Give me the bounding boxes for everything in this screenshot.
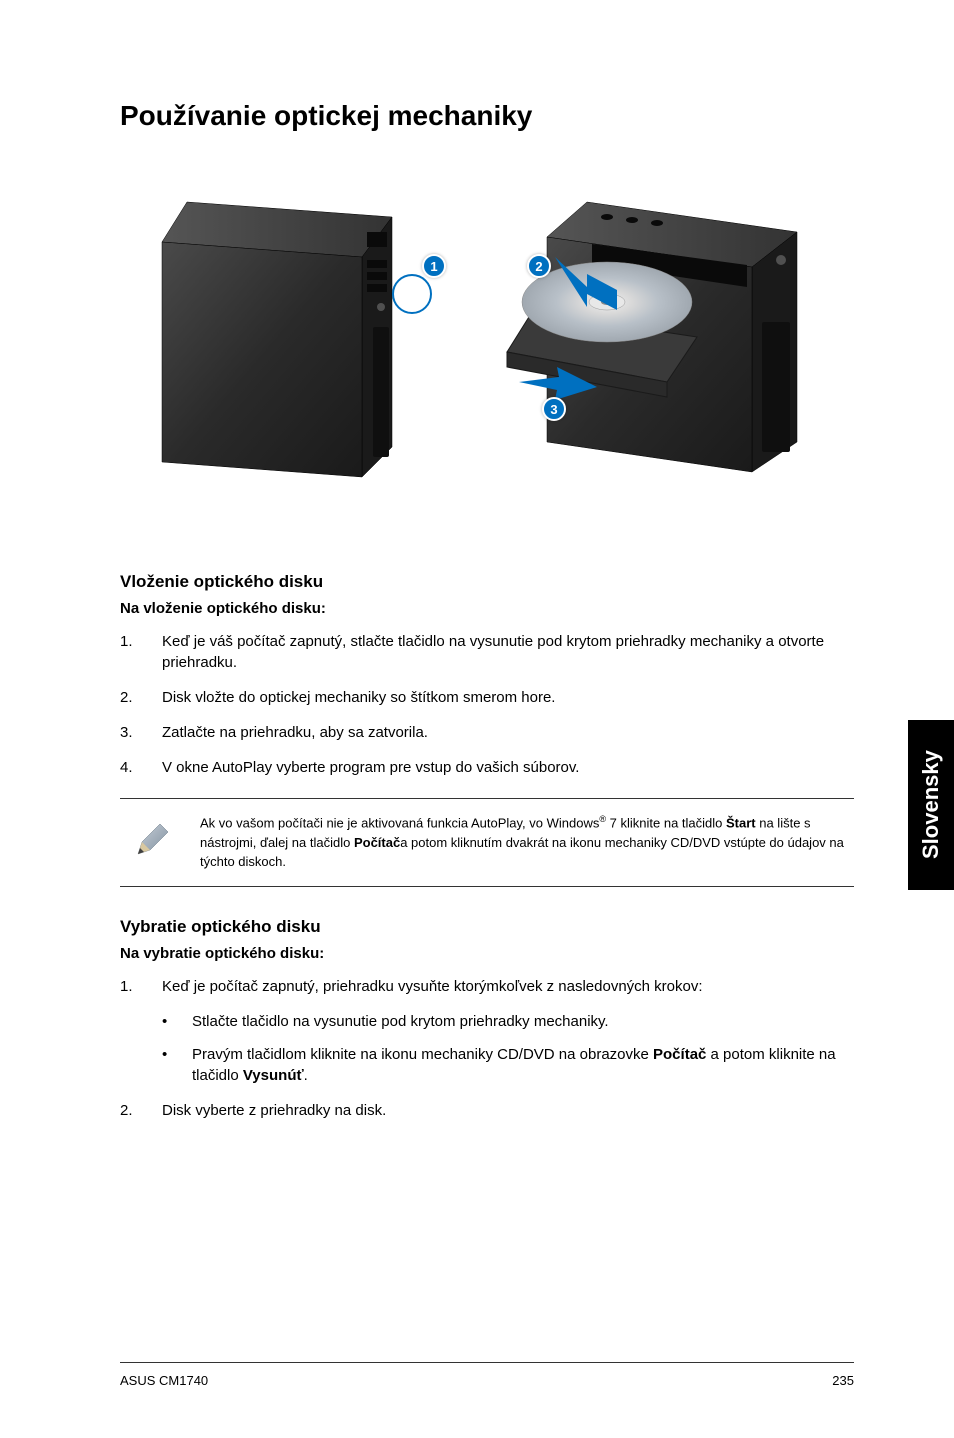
callout-circle-1 xyxy=(392,274,432,314)
bullet-text: Stlačte tlačidlo na vysunutie pod krytom… xyxy=(192,1011,854,1032)
list-item: 4. V okne AutoPlay vyberte program pre v… xyxy=(120,757,854,778)
item-number: 1. xyxy=(120,631,162,673)
bullet-text: Pravým tlačidlom kliknite na ikonu mecha… xyxy=(192,1044,854,1086)
page-title: Používanie optickej mechaniky xyxy=(120,100,854,132)
bullet-item: • Stlačte tlačidlo na vysunutie pod kryt… xyxy=(162,1011,854,1032)
section2-subtitle: Na vybratie optického disku: xyxy=(120,945,854,962)
list-item: 2. Disk vyberte z priehradky na disk. xyxy=(120,1100,854,1121)
note-text: Ak vo vašom počítači nie je aktivovaná f… xyxy=(200,813,854,872)
section1-list: 1. Keď je váš počítač zapnutý, stlačte t… xyxy=(120,631,854,778)
pc-illustration-closed: 1 xyxy=(147,192,427,492)
item-text: Disk vložte do optickej mechaniky so ští… xyxy=(162,687,854,708)
item-text: Zatlačte na priehradku, aby sa zatvorila… xyxy=(162,722,854,743)
footer-right: 235 xyxy=(832,1373,854,1388)
item-number: 1. xyxy=(120,976,162,997)
list-item: 2. Disk vložte do optickej mechaniky so … xyxy=(120,687,854,708)
list-item: 1. Keď je počítač zapnutý, priehradku vy… xyxy=(120,976,854,997)
callout-2: 2 xyxy=(527,254,551,278)
bullet-item: • Pravým tlačidlom kliknite na ikonu mec… xyxy=(162,1044,854,1086)
item-number: 3. xyxy=(120,722,162,743)
item-text: Keď je počítač zapnutý, priehradku vysuň… xyxy=(162,976,854,997)
list-item: 1. Keď je váš počítač zapnutý, stlačte t… xyxy=(120,631,854,673)
section1-title: Vloženie optického disku xyxy=(120,572,854,592)
pc-illustration-open: 2 3 xyxy=(487,182,827,502)
section2-list: 1. Keď je počítač zapnutý, priehradku vy… xyxy=(120,976,854,1121)
item-text: Keď je váš počítač zapnutý, stlačte tlač… xyxy=(162,631,854,673)
item-number: 2. xyxy=(120,1100,162,1121)
language-tab: Slovensky xyxy=(908,720,954,890)
item-number: 2. xyxy=(120,687,162,708)
list-item: 3. Zatlačte na priehradku, aby sa zatvor… xyxy=(120,722,854,743)
footer: ASUS CM1740 235 xyxy=(120,1362,854,1388)
bullet-mark: • xyxy=(162,1044,192,1086)
section1-subtitle: Na vloženie optického disku: xyxy=(120,600,854,617)
section2-title: Vybratie optického disku xyxy=(120,917,854,937)
footer-left: ASUS CM1740 xyxy=(120,1373,208,1388)
item-number: 4. xyxy=(120,757,162,778)
note-box: Ak vo vašom počítači nie je aktivovaná f… xyxy=(120,798,854,887)
callout-3: 3 xyxy=(542,397,566,421)
item-text: V okne AutoPlay vyberte program pre vstu… xyxy=(162,757,854,778)
callout-1: 1 xyxy=(422,254,446,278)
bullet-list: • Stlačte tlačidlo na vysunutie pod kryt… xyxy=(162,1011,854,1086)
bullet-mark: • xyxy=(162,1011,192,1032)
item-text: Disk vyberte z priehradky na disk. xyxy=(162,1100,854,1121)
pencil-icon xyxy=(120,813,180,872)
illustrations-row: 1 xyxy=(120,172,854,512)
